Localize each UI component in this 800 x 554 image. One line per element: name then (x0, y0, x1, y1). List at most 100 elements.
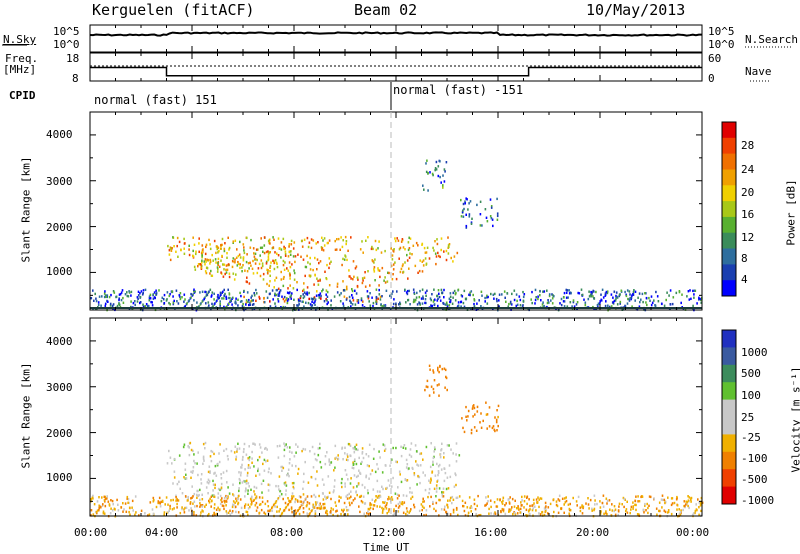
scatter-cell (392, 514, 395, 517)
scatter-cell (385, 289, 388, 292)
scatter-cell (234, 445, 237, 448)
scatter-cell (302, 296, 305, 300)
scatter-cell (270, 261, 272, 264)
scatter-cell (98, 509, 100, 512)
scatter-cell (426, 289, 428, 292)
scatter-cell (345, 240, 348, 243)
scatter-cell (261, 246, 264, 249)
scatter-cell (103, 495, 106, 498)
scatter-cell (449, 499, 451, 502)
scatter-cell (348, 501, 351, 504)
scatter-cell (277, 287, 280, 290)
scatter-cell (319, 507, 321, 510)
scatter-cell (171, 462, 173, 465)
scatter-cell (546, 289, 548, 292)
scatter-cell (593, 508, 595, 512)
scatter-cell (180, 248, 182, 252)
scatter-cell (157, 500, 160, 503)
scatter-cell (317, 453, 320, 457)
scatter-cell (415, 460, 417, 463)
scatter-cell (692, 289, 694, 293)
scatter-cell (425, 263, 428, 266)
scatter-cell (376, 496, 379, 499)
scatter-cell (244, 503, 247, 506)
scatter-cell (314, 300, 316, 303)
scatter-cell (102, 512, 105, 515)
scatter-cell (291, 464, 293, 467)
scatter-cell (176, 499, 179, 502)
scatter-cell (402, 246, 405, 249)
scatter-cell (563, 503, 565, 506)
scatter-cell (570, 292, 572, 295)
scatter-cell (567, 296, 569, 299)
scatter-cell (102, 510, 105, 513)
scatter-cell (311, 509, 313, 512)
scatter-cell (211, 302, 213, 306)
scatter-cell (644, 292, 646, 295)
scatter-cell (403, 444, 406, 447)
scatter-cell (344, 446, 346, 449)
scatter-cell (256, 506, 259, 509)
scatter-cell (139, 292, 141, 295)
scatter-cell (103, 512, 106, 515)
scatter-cell (348, 492, 350, 496)
scatter-cell (181, 492, 184, 495)
scatter-cell (661, 494, 664, 497)
scatter-cell (168, 301, 170, 305)
scatter-cell (353, 474, 356, 477)
scatter-cell (471, 407, 474, 410)
scatter-cell (241, 463, 243, 467)
scatter-cell (661, 498, 664, 502)
scatter-cell (522, 295, 525, 299)
scatter-cell (376, 490, 379, 493)
scatter-cell (200, 511, 202, 514)
colorbar-swatch (722, 280, 736, 297)
scatter-cell (555, 500, 558, 503)
scatter-cell (345, 298, 348, 301)
scatter-cell (437, 471, 440, 474)
scatter-cell (310, 495, 313, 498)
scatter-cell (534, 505, 536, 508)
scatter-cell (406, 479, 409, 482)
scatter-cell (237, 501, 240, 505)
scatter-cell (319, 292, 322, 295)
scatter-cell (630, 297, 632, 301)
cpid-label: CPID (9, 89, 36, 102)
scatter-cell (399, 301, 401, 304)
scatter-cell (236, 450, 238, 453)
scatter-cell (158, 496, 161, 500)
scatter-cell (90, 514, 92, 517)
scatter-cell (551, 293, 553, 296)
scatter-cell (173, 299, 175, 303)
scatter-cell (330, 497, 332, 501)
scatter-cell (198, 250, 200, 253)
scatter-cell (667, 496, 669, 499)
scatter-cell (432, 369, 434, 372)
scatter-cell (92, 494, 94, 498)
scatter-cell (175, 499, 177, 502)
scatter-cell (239, 479, 241, 482)
scatter-cell (455, 442, 458, 445)
scatter-cell (647, 511, 649, 515)
scatter-cell (361, 452, 364, 455)
scatter-cell (619, 302, 621, 305)
scatter-cell (208, 499, 210, 503)
scatter-cell (267, 470, 270, 474)
scatter-cell (379, 495, 382, 498)
scatter-cell (302, 293, 304, 296)
scatter-cell (390, 247, 392, 250)
noise-left-tick-high: 10^5 (53, 25, 80, 38)
scatter-cell (587, 497, 589, 500)
scatter-cell (155, 293, 158, 296)
scatter-cell (389, 294, 391, 298)
scatter-cell (504, 512, 507, 516)
scatter-cell (611, 509, 614, 512)
scatter-cell (316, 459, 318, 462)
xaxis-label: Time UT (363, 541, 410, 554)
scatter-cell (157, 501, 159, 505)
scatter-cell (435, 495, 437, 498)
scatter-cell (303, 472, 305, 476)
scatter-cell (305, 301, 307, 304)
scatter-cell (105, 295, 107, 298)
scatter-cell (400, 445, 402, 448)
